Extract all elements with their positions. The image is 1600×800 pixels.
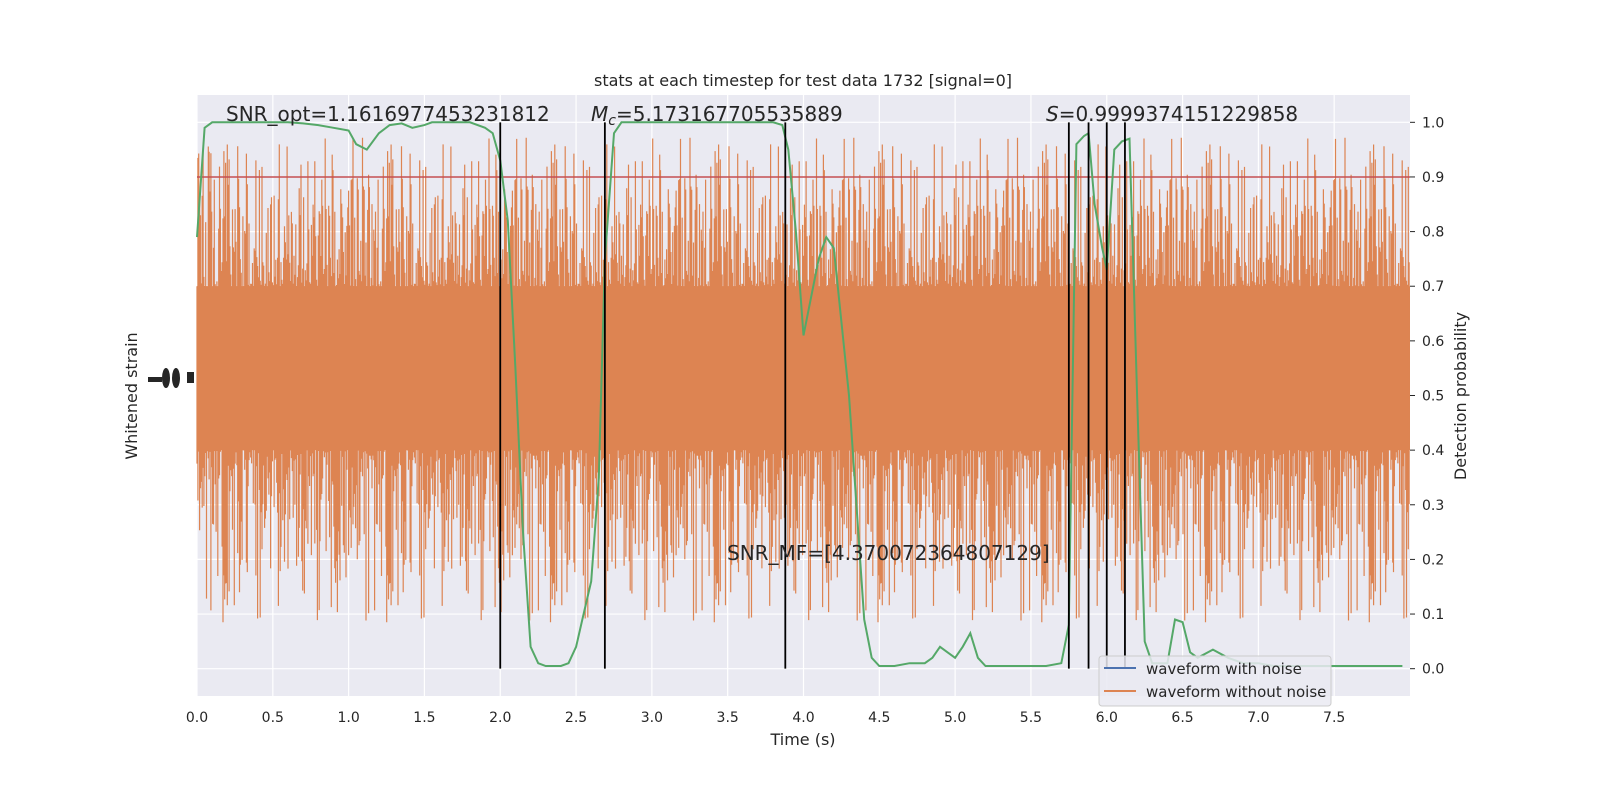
y-tick-label: 0.6: [1422, 334, 1444, 350]
strain-spikes: [196, 137, 1410, 623]
x-tick-label: 6.0: [1096, 710, 1118, 726]
x-axis-ticks: 0.0 0.5 1.0 1.5 2.0 2.5 3.0 3.5 4.0 4.5 5.0 5.5 6.0 6…: [186, 710, 1345, 726]
whitened-strain-trace: [196, 137, 1410, 623]
legend-label-without-noise: waveform without noise: [1146, 683, 1326, 701]
snr-opt-annotation: SNR_opt=1.1616977453231812: [226, 102, 550, 126]
y-tick-label: 0.1: [1422, 607, 1444, 623]
y-tick-label: 0.0: [1422, 662, 1444, 678]
legend: waveform with noise waveform without noi…: [1098, 655, 1332, 707]
detection-probability-line: [196, 121, 1403, 667]
legend-label-with-noise: waveform with noise: [1146, 660, 1302, 678]
x-axis-label: Time (s): [769, 730, 835, 749]
chirp-mass-annotation: Mc=5.173167705535889: [591, 102, 843, 129]
x-tick-label: 1.5: [413, 710, 435, 726]
y-tick-label: 0.5: [1422, 389, 1444, 405]
y-tick-label: 0.2: [1422, 552, 1444, 568]
x-tick-label: 7.5: [1323, 710, 1345, 726]
y-tick-label: 1.0: [1422, 115, 1444, 131]
vertical-markers: [499, 122, 1126, 669]
x-tick-label: 3.0: [641, 710, 663, 726]
x-tick-label: 5.0: [944, 710, 966, 726]
x-tick-label: 7.0: [1247, 710, 1269, 726]
y-tick-label: 0.7: [1422, 279, 1444, 295]
x-tick-label: 4.5: [868, 710, 890, 726]
y-axis-right-ticks: 0.0 0.1 0.2 0.3 0.4 0.5 0.6 0.7 0.8 0.9 1.0: [1410, 115, 1444, 678]
y-axis-left-label: Whitened strain: [122, 332, 141, 459]
y-tick-label: 0.9: [1422, 170, 1444, 186]
y-axis-right-label: Detection probability: [1451, 312, 1470, 480]
x-tick-label: 2.0: [489, 710, 511, 726]
x-tick-label: 2.5: [565, 710, 587, 726]
chart-title: stats at each timestep for test data 173…: [594, 71, 1012, 90]
left-axis-tick-cluster: [148, 368, 194, 388]
s-annotation: S=0.9999374151229858: [1046, 102, 1298, 126]
y-tick-label: 0.3: [1422, 498, 1444, 514]
x-tick-label: 1.0: [337, 710, 359, 726]
x-tick-label: 5.5: [1020, 710, 1042, 726]
y-tick-label: 0.4: [1422, 443, 1444, 459]
x-tick-label: 6.5: [1171, 710, 1193, 726]
x-tick-label: 4.0: [792, 710, 814, 726]
x-tick-label: 3.5: [717, 710, 739, 726]
y-tick-label: 0.8: [1422, 225, 1444, 241]
x-tick-label: 0.5: [262, 710, 284, 726]
x-tick-label: 0.0: [186, 710, 208, 726]
snr-mf-annotation: SNR_MF=[4.370072364807129]: [727, 541, 1050, 565]
